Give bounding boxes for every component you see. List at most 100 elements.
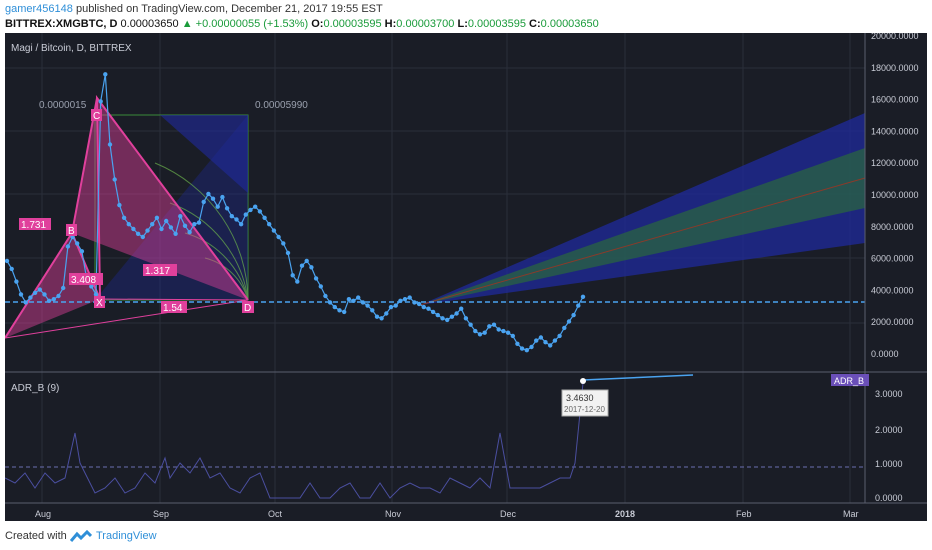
open-value: 0.00003595: [323, 18, 382, 30]
indicator-axis-tick: 1.0000: [875, 459, 903, 469]
price-point: [318, 284, 323, 289]
price-axis-tick: 12000.0000: [871, 158, 919, 168]
price-axis-tick: 0.0000: [871, 349, 899, 359]
price-series: [5, 72, 586, 353]
price-point: [346, 297, 352, 302]
price-point: [271, 228, 277, 233]
price-point: [398, 298, 403, 303]
price-point: [5, 258, 10, 264]
ratio-1317: 1.317: [145, 266, 170, 277]
price-axis-tick: 18000.0000: [871, 63, 919, 73]
price-point: [360, 300, 366, 305]
price-point: [459, 306, 464, 311]
adr-series: [5, 382, 584, 499]
price-point: [150, 222, 155, 227]
price-point: [529, 344, 534, 350]
price-point: [243, 212, 248, 217]
fan-blue-outer: [420, 113, 865, 305]
price-point: [187, 230, 192, 235]
price-point: [342, 309, 347, 315]
price-point: [154, 215, 160, 220]
low-value: 0.00003595: [467, 18, 526, 30]
chart-canvas[interactable]: 3.4630 2017-12-20 ADR_B C B X D 1.731 3.…: [5, 33, 927, 521]
chart-panel[interactable]: 3.4630 2017-12-20 ADR_B C B X D 1.731 3.…: [5, 33, 927, 521]
indicator-axis-tick: 0.0000: [875, 493, 903, 503]
indicator-axis-tick: 2.0000: [875, 425, 903, 435]
close-value: 0.00003650: [540, 18, 599, 30]
price-point: [248, 207, 253, 213]
published-text: published on TradingView.com, December 2…: [75, 3, 383, 15]
price-point: [299, 263, 305, 268]
ratio-154: 1.54: [163, 303, 183, 314]
price-point: [445, 317, 450, 323]
price-point: [276, 234, 281, 240]
price-point: [220, 194, 225, 200]
price-point: [468, 322, 473, 327]
price-point: [135, 231, 141, 236]
indicator-axis[interactable]: 3.0000 2.0000 1.0000 0.0000: [875, 389, 903, 503]
price-point: [281, 241, 286, 246]
price-point: [304, 258, 309, 264]
price-point: [126, 222, 131, 227]
time-axis-tick: Mar: [843, 509, 859, 519]
price-point: [164, 218, 169, 224]
price-point: [534, 338, 539, 343]
author-link[interactable]: gamer456148: [5, 3, 73, 15]
time-axis-tick: Sep: [153, 509, 169, 519]
price-point: [117, 202, 122, 208]
time-axis-tick: Dec: [500, 509, 517, 519]
price-point: [510, 333, 515, 339]
price-point: [224, 206, 230, 211]
price-point: [327, 300, 333, 305]
time-axis-tick: Aug: [35, 509, 51, 519]
price-point: [473, 328, 478, 334]
price-point: [388, 304, 394, 310]
price-point: [9, 266, 14, 272]
high-value: 0.00003700: [396, 18, 455, 30]
price-point: [145, 228, 150, 233]
indicator-title: ADR_B (9): [11, 383, 59, 394]
price-point: [210, 196, 216, 201]
price-point: [323, 293, 328, 299]
point-d-label: D: [244, 303, 251, 314]
tooltip-value: 3.4630: [566, 393, 594, 403]
point-c-label: C: [93, 111, 100, 122]
price-point: [46, 298, 52, 303]
ratio-3408: 3.408: [71, 275, 96, 286]
price-point: [487, 324, 492, 329]
tradingview-logo-icon: [70, 529, 92, 542]
price-axis-tick: 8000.0000: [871, 222, 914, 232]
ohlc-line: BITTREX:XMGBTC, D 0.00003650 ▲ +0.000000…: [5, 18, 599, 30]
footer: Created with TradingView: [0, 521, 932, 550]
price-point: [313, 276, 319, 281]
price-point: [290, 273, 295, 278]
price-point: [430, 309, 436, 315]
chart-title: Magi / Bitcoin, D, BITTREX: [11, 43, 132, 54]
gann-label-left: 0.0000015: [39, 100, 87, 111]
price-point: [107, 142, 113, 147]
time-axis[interactable]: Aug Sep Oct Nov Dec 2018 Feb Mar: [35, 509, 859, 519]
gann-label-right: 0.00005990: [255, 100, 308, 111]
price-point: [576, 303, 581, 308]
price-point: [435, 312, 440, 318]
ratio-1731: 1.731: [21, 220, 46, 231]
price-point: [234, 217, 239, 222]
price-point: [131, 226, 136, 232]
price-point: [463, 316, 469, 321]
price-point: [356, 295, 361, 300]
price-point: [482, 330, 487, 335]
price-point: [515, 341, 520, 346]
price-point: [18, 292, 24, 297]
price-point: [215, 204, 220, 209]
price-point: [393, 303, 398, 308]
price-axis-tick: 20000.0000: [871, 33, 919, 41]
price-point: [538, 335, 544, 340]
price-point: [168, 225, 174, 230]
price-axis-tick: 14000.0000: [871, 126, 919, 136]
price-axis[interactable]: 20000.0000 18000.0000 16000.0000 14000.0000…: [871, 33, 919, 359]
publish-line: gamer456148 published on TradingView.com…: [5, 3, 383, 15]
tradingview-link[interactable]: TradingView: [96, 530, 157, 542]
price-point: [285, 250, 291, 256]
change-value: ▲ +0.00000055 (+1.53%): [181, 18, 309, 30]
price-point: [37, 287, 42, 292]
